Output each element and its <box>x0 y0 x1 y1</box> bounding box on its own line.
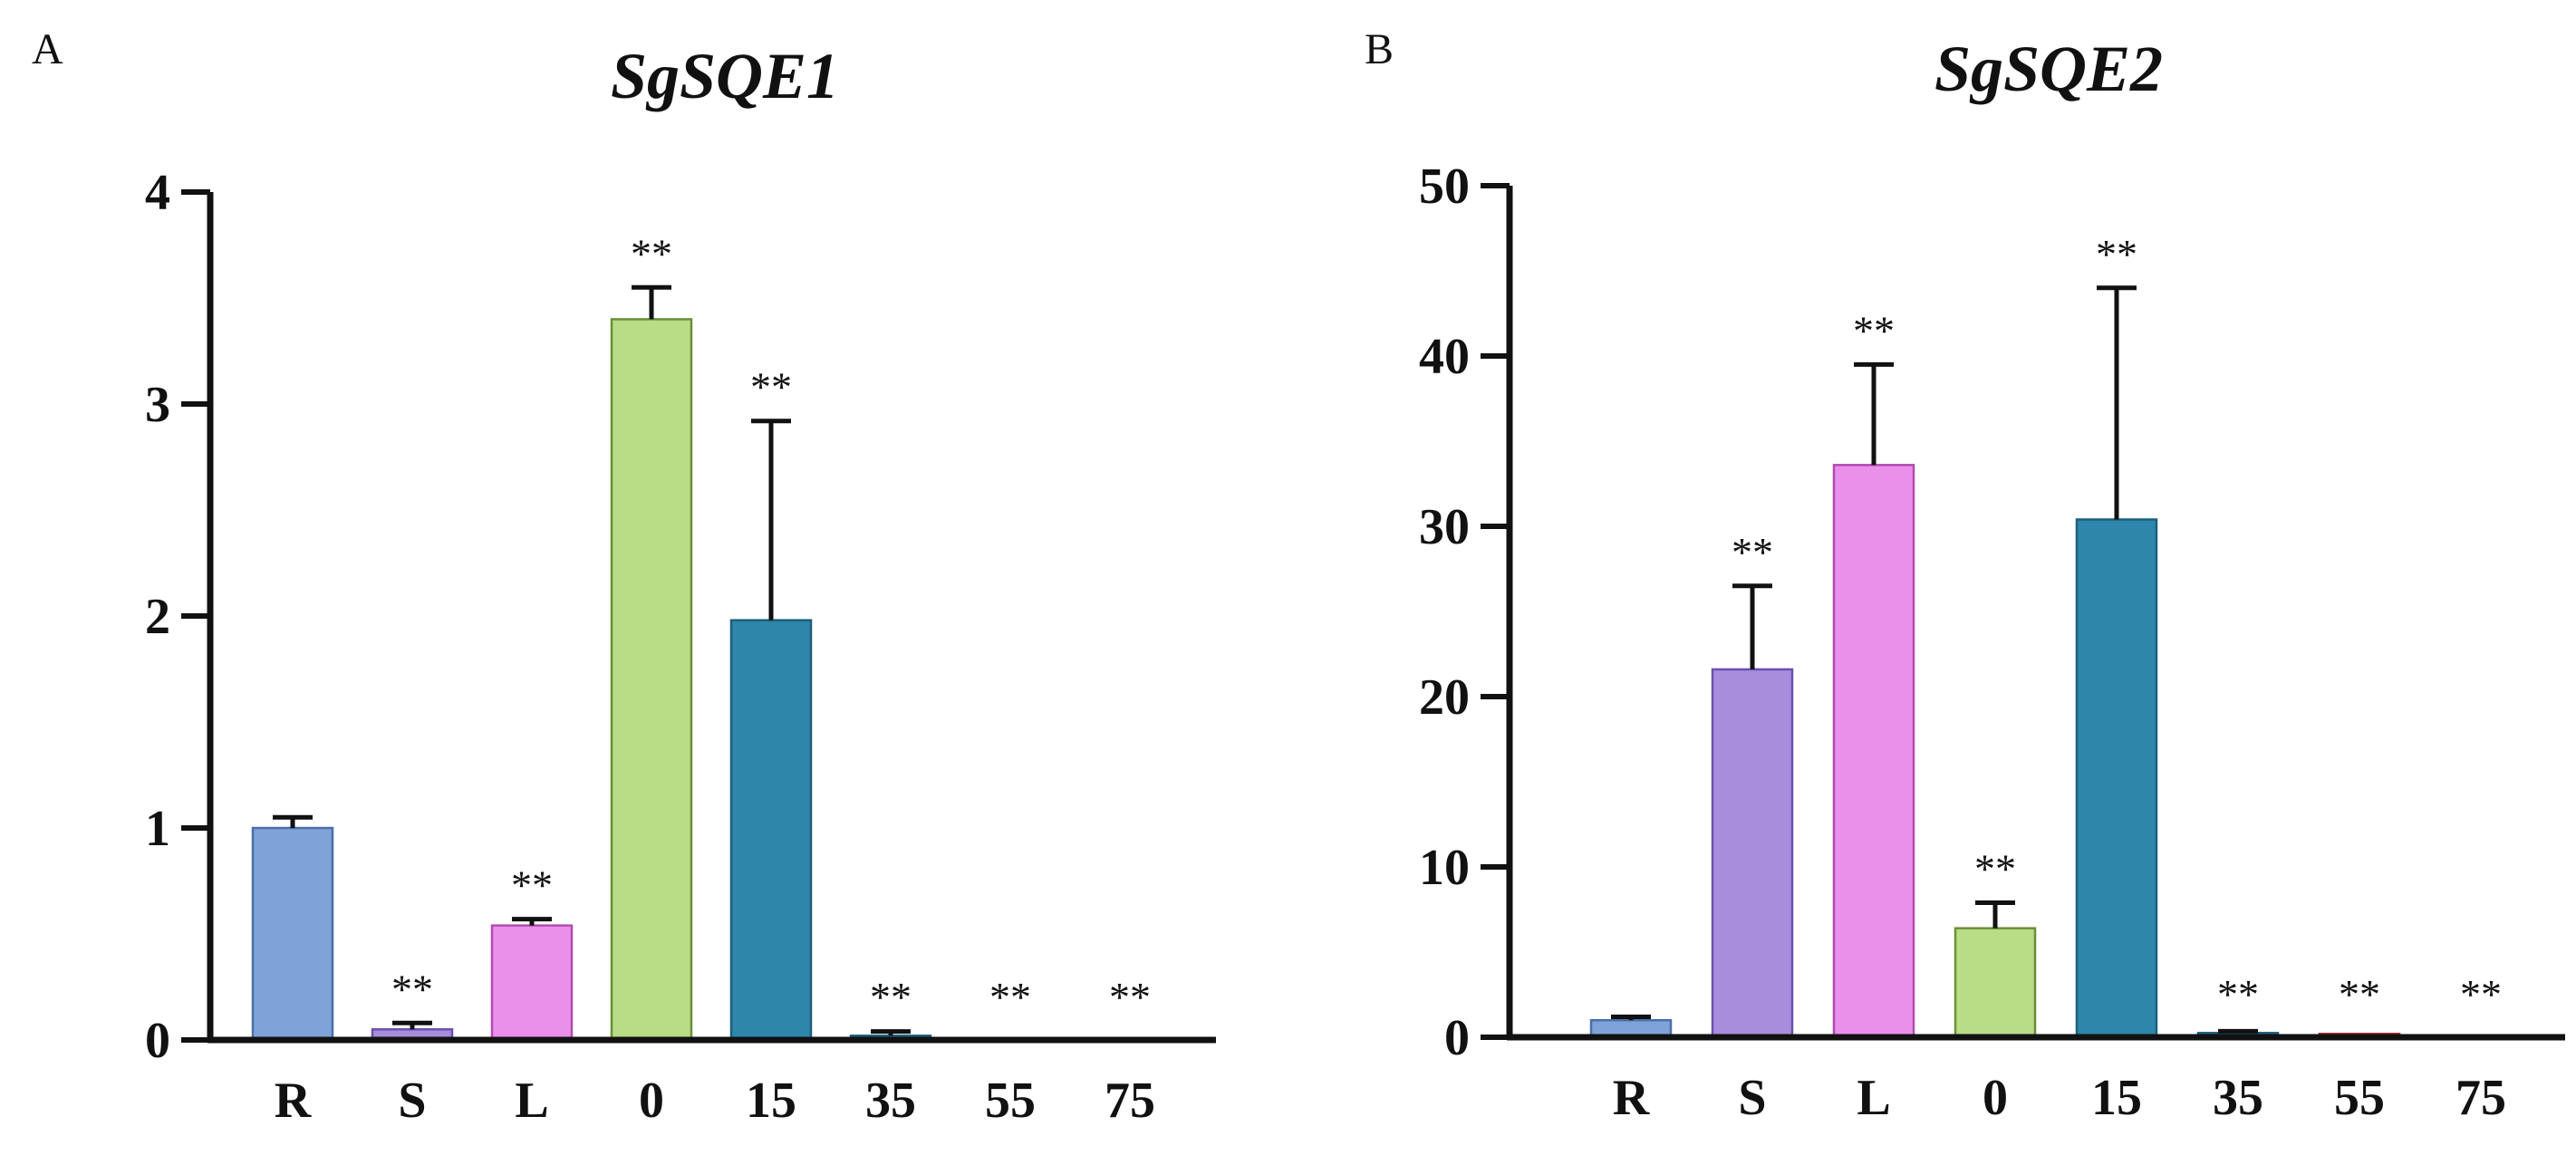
x-tick-label-55: 55 <box>985 1073 1036 1129</box>
significance-label-55: ** <box>2339 971 2380 1017</box>
chart-b-svg: B SgSQE2 R ** S ** L ** 0 ** 15 ** 35 ** 55 ** 75 0 10 20… <box>1365 25 2565 1126</box>
bar-L <box>1832 464 1915 1039</box>
significance-label-35: ** <box>870 974 912 1020</box>
significance-label-L: ** <box>1853 307 1895 353</box>
x-tick-label-S: S <box>398 1073 426 1129</box>
x-tick-label-35: 35 <box>2213 1070 2263 1126</box>
x-tick-label-15: 15 <box>2091 1070 2142 1126</box>
y-tick-label-0: 0 <box>145 1013 170 1069</box>
bar-15 <box>2075 518 2158 1039</box>
significance-label-35: ** <box>2217 971 2259 1017</box>
panel-letter-a: A <box>32 25 63 73</box>
y-tick-label-0: 0 <box>1444 1010 1470 1066</box>
y-tick-label-2: 2 <box>145 589 170 645</box>
x-tick-label-R: R <box>275 1073 312 1129</box>
y-tick-label-4: 4 <box>145 165 170 221</box>
y-tick-label-50: 50 <box>1419 159 1470 215</box>
chart-panel-b: B SgSQE2 R ** S ** L ** 0 ** 15 ** 35 ** 55 ** 75 0 10 20… <box>1288 0 2575 1155</box>
significance-label-75: ** <box>1109 974 1151 1020</box>
x-tick-label-0: 0 <box>639 1073 664 1129</box>
y-tick-label-20: 20 <box>1419 669 1470 726</box>
y-tick-label-30: 30 <box>1419 499 1470 555</box>
x-tick-label-35: 35 <box>865 1073 916 1129</box>
bar-0 <box>1954 927 2037 1039</box>
x-tick-label-L: L <box>515 1073 548 1129</box>
x-tick-label-75: 75 <box>1105 1073 1155 1129</box>
y-tick-label-1: 1 <box>145 801 170 857</box>
x-tick-label-R: R <box>1613 1070 1650 1126</box>
significance-label-15: ** <box>2096 231 2137 277</box>
significance-label-75: ** <box>2460 971 2502 1017</box>
x-tick-label-L: L <box>1857 1070 1890 1126</box>
chart-panel-a: A SgSQE1 R ** S ** L ** 0 ** 15 ** 35 ** 55 ** 75 0 1 2 3 4 <box>32 25 1216 1129</box>
bar-0 <box>610 318 693 1042</box>
plot-area-a: R ** S ** L ** 0 ** 15 ** 35 ** 55 ** 75 0 1 2 3 4 <box>145 165 1216 1129</box>
x-tick-label-55: 55 <box>2334 1070 2385 1126</box>
x-tick-label-75: 75 <box>2455 1070 2506 1126</box>
x-tick-label-S: S <box>1738 1070 1766 1126</box>
bar-R <box>251 826 334 1042</box>
bar-S <box>1711 668 1794 1039</box>
panel-letter-b: B <box>1365 25 1394 73</box>
x-tick-label-15: 15 <box>746 1073 796 1129</box>
significance-label-L: ** <box>511 862 553 909</box>
significance-label-15: ** <box>750 364 792 410</box>
y-tick-label-40: 40 <box>1419 329 1470 385</box>
significance-label-S: ** <box>1732 529 1773 575</box>
chart-title-a: SgSQE1 <box>611 40 839 112</box>
chart-title-b: SgSQE2 <box>1934 33 2163 105</box>
plot-area-b: R ** S ** L ** 0 ** 15 ** 35 ** 55 ** 75 0 10 20 30 40 50 <box>1419 159 2565 1126</box>
chart-a-svg: A SgSQE1 R ** S ** L ** 0 ** 15 ** 35 ** 55 ** 75 0 1 2 3 4 <box>32 25 1216 1129</box>
significance-label-S: ** <box>391 966 433 1012</box>
x-tick-label-0: 0 <box>1983 1070 2008 1126</box>
y-tick-label-10: 10 <box>1419 840 1470 896</box>
bar-15 <box>729 619 813 1042</box>
significance-label-0: ** <box>1974 845 2016 891</box>
bar-L <box>490 924 574 1042</box>
significance-label-0: ** <box>631 230 672 276</box>
y-tick-label-3: 3 <box>145 377 170 433</box>
significance-label-55: ** <box>989 974 1031 1020</box>
